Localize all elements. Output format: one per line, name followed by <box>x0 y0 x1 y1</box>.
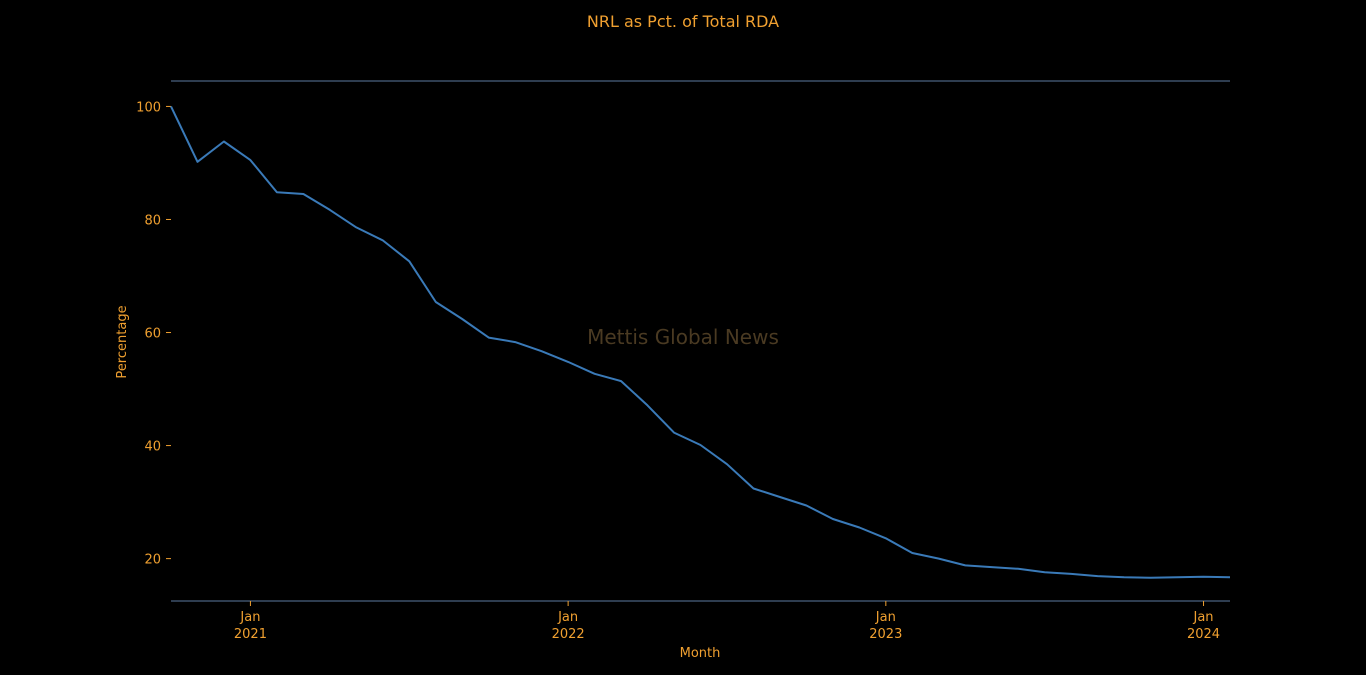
x-tick-label-month: Jan <box>239 610 260 625</box>
x-tick-label-year: 2023 <box>869 627 902 642</box>
watermark: Mettis Global News <box>587 325 779 349</box>
x-tick-label-month: Jan <box>875 610 896 625</box>
x-axis-label: Month <box>680 646 721 661</box>
y-tick-label: 100 <box>136 100 161 115</box>
x-tick-label-year: 2022 <box>552 627 585 642</box>
y-tick-label: 60 <box>144 327 161 342</box>
y-tick-label: 40 <box>144 440 161 455</box>
x-axis: Jan 2021 Jan 2022 Jan 2023 Jan 2024 <box>234 601 1220 642</box>
y-axis: 20 40 60 80 100 <box>136 100 171 568</box>
x-tick-label-year: 2021 <box>234 627 267 642</box>
x-tick-label-year: 2024 <box>1187 627 1220 642</box>
x-tick-label-month: Jan <box>557 610 578 625</box>
y-tick-label: 80 <box>144 213 161 228</box>
y-axis-label: Percentage <box>115 305 130 378</box>
series-line <box>170 105 1231 579</box>
y-tick-label: 20 <box>144 553 161 568</box>
x-tick-label-month: Jan <box>1193 610 1214 625</box>
chart-title: NRL as Pct. of Total RDA <box>587 12 779 31</box>
series-group <box>170 105 1231 579</box>
